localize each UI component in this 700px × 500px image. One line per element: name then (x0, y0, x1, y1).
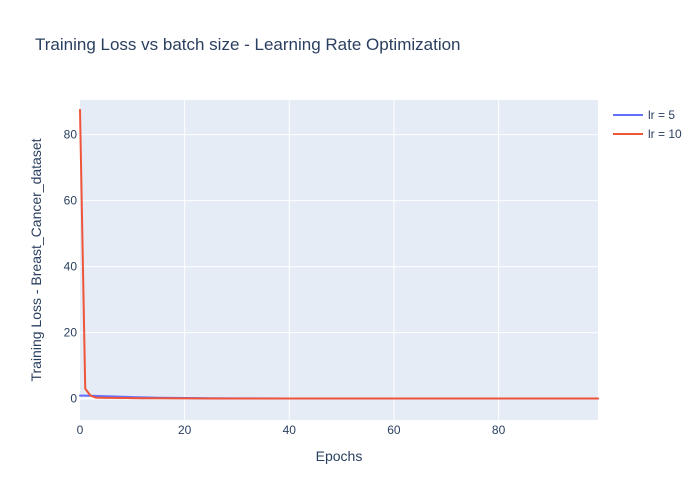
legend-label: lr = 5 (648, 108, 675, 122)
legend-label: lr = 10 (648, 127, 682, 141)
y-tick-label: 20 (64, 326, 78, 340)
x-axis-title: Epochs (316, 448, 363, 464)
x-tick-label: 40 (283, 423, 297, 437)
x-tick-label: 20 (178, 423, 192, 437)
x-tick-label: 80 (492, 423, 506, 437)
x-tick-label: 0 (77, 423, 84, 437)
series-layer (79, 108, 599, 400)
y-tick-label: 40 (64, 260, 78, 274)
chart-title: Training Loss vs batch size - Learning R… (35, 35, 461, 54)
legend-item[interactable]: lr = 10 (613, 127, 682, 141)
legend-item[interactable]: lr = 5 (613, 108, 675, 122)
y-axis-title: Training Loss - Breast_Cancer_dataset (28, 138, 44, 381)
x-tick-label: 60 (387, 423, 401, 437)
legend: lr = 5 lr = 10 (613, 108, 682, 141)
series-line-2 (79, 108, 599, 400)
y-tick-label: 60 (64, 194, 78, 208)
y-tick-label: 80 (64, 128, 78, 142)
plot-area (80, 100, 598, 420)
tick-layer: 0 20 40 60 80 0 20 40 60 80 (64, 128, 506, 437)
y-tick-label: 0 (70, 392, 77, 406)
